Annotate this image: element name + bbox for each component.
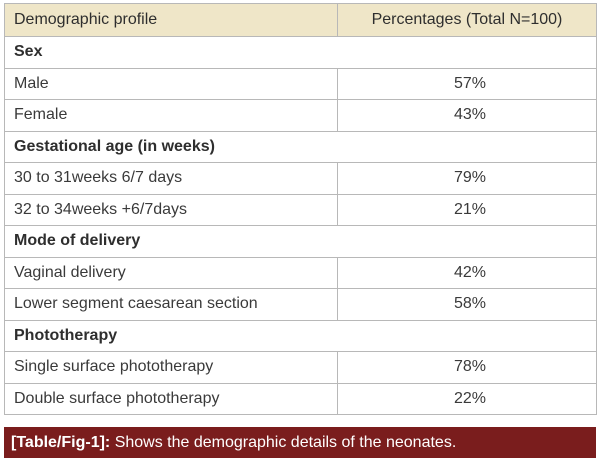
demographic-table: Demographic profile Percentages (Total N… (4, 3, 597, 415)
table-row: Single surface phototherapy 78% (4, 351, 597, 384)
row-value: 78% (337, 351, 597, 384)
row-value: 43% (337, 99, 597, 132)
row-value: 42% (337, 256, 597, 289)
row-label: Male (4, 67, 338, 100)
caption-text: Shows the demographic details of the neo… (114, 434, 457, 451)
row-label: 32 to 34weeks +6/7days (4, 193, 338, 226)
table-header-row: Demographic profile Percentages (Total N… (4, 3, 597, 37)
row-value: 22% (337, 382, 597, 415)
row-value: 21% (337, 193, 597, 226)
section-title-sex: Sex (4, 36, 597, 69)
table-row: Vaginal delivery 42% (4, 256, 597, 289)
section-title-phototherapy: Phototherapy (4, 319, 597, 352)
section-row-sex: Sex (4, 36, 597, 69)
row-value: 58% (337, 288, 597, 321)
caption-figure-reference: [Table/Fig-1]: (11, 434, 111, 451)
row-label: Lower segment caesarean section (4, 288, 338, 321)
table-row: 30 to 31weeks 6/7 days 79% (4, 162, 597, 195)
row-label: Vaginal delivery (4, 256, 338, 289)
table-row: Female 43% (4, 99, 597, 132)
row-label: Single surface phototherapy (4, 351, 338, 384)
table-row: Lower segment caesarean section 58% (4, 288, 597, 321)
header-demographic-profile: Demographic profile (4, 3, 338, 37)
row-label: 30 to 31weeks 6/7 days (4, 162, 338, 195)
row-label: Female (4, 99, 338, 132)
header-percentages: Percentages (Total N=100) (337, 3, 597, 37)
section-title-gestational-age: Gestational age (in weeks) (4, 130, 597, 163)
row-label: Double surface phototherapy (4, 382, 338, 415)
table-row: Male 57% (4, 67, 597, 100)
section-row-gestational-age: Gestational age (in weeks) (4, 130, 597, 163)
section-row-mode-of-delivery: Mode of delivery (4, 225, 597, 258)
row-value: 57% (337, 67, 597, 100)
section-row-phototherapy: Phototherapy (4, 319, 597, 352)
row-value: 79% (337, 162, 597, 195)
table-caption: [Table/Fig-1]: Shows the demographic det… (4, 427, 596, 458)
table-row: 32 to 34weeks +6/7days 21% (4, 193, 597, 226)
demographic-table-container: Demographic profile Percentages (Total N… (4, 3, 597, 415)
section-title-mode-of-delivery: Mode of delivery (4, 225, 597, 258)
table-row: Double surface phototherapy 22% (4, 382, 597, 415)
